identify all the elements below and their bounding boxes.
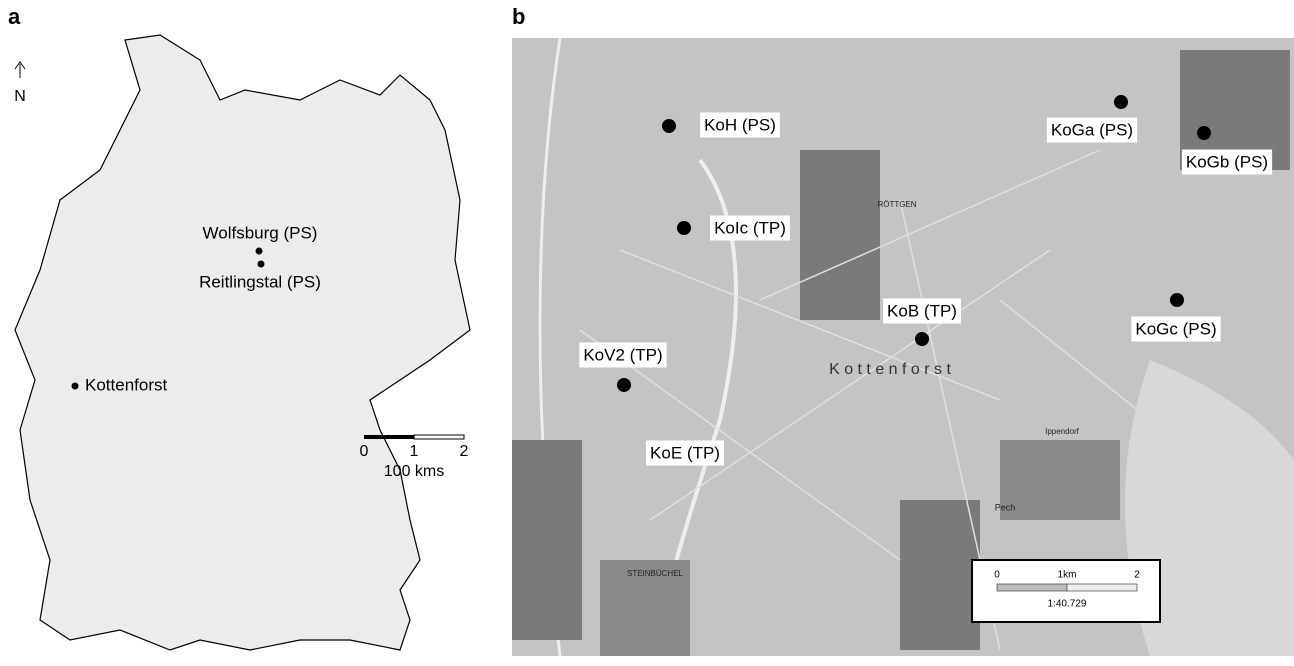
- town-area: [512, 440, 582, 640]
- site-label: KoGa (PS): [1051, 120, 1133, 139]
- scale-bar: [1067, 584, 1137, 591]
- panel-label: b: [512, 4, 525, 29]
- site-label: KoIc (TP): [714, 218, 786, 237]
- scale-tick: 2: [1134, 570, 1140, 581]
- scale-tick: 1km: [1058, 570, 1077, 581]
- site-dot: [617, 378, 631, 392]
- site-label: KoH (PS): [704, 115, 776, 134]
- scale-bar: [414, 435, 464, 439]
- town-area: [800, 150, 880, 320]
- scale-bar: [364, 435, 414, 439]
- scale-tick: 0: [994, 570, 1000, 581]
- place-label: Kottenforst: [85, 375, 167, 394]
- site-dot: [1114, 95, 1128, 109]
- scale-unit: 100 kms: [384, 463, 444, 480]
- scale-bar: [997, 584, 1067, 591]
- site-label: KoGb (PS): [1186, 152, 1268, 171]
- figure: a N Wolfsburg (PS) Reitlingstal (PS) Kot…: [0, 0, 1294, 661]
- site-label: KoB (TP): [887, 301, 957, 320]
- scale-ratio: 1:40.729: [1048, 599, 1087, 610]
- site-dot: [1197, 126, 1211, 140]
- place-name: Pech: [995, 502, 1016, 512]
- place-dot: [72, 383, 79, 390]
- site-dot: [662, 119, 676, 133]
- place-dot: [258, 261, 265, 268]
- place-label: Reitlingstal (PS): [199, 272, 321, 291]
- panel-label: a: [8, 4, 21, 29]
- place-name: STEINBÜCHEL: [627, 569, 684, 578]
- site-label: KoGc (PS): [1135, 319, 1216, 338]
- town-area: [1000, 440, 1120, 520]
- north-label: N: [14, 88, 26, 105]
- town-area: [900, 500, 980, 650]
- site-dot: [1170, 293, 1184, 307]
- place-label: Wolfsburg (PS): [203, 223, 318, 242]
- area-label: K o t t e n f o r s t: [829, 361, 951, 378]
- scale-tick: 2: [460, 443, 469, 460]
- scale-tick: 1: [410, 443, 419, 460]
- site-dot: [915, 332, 929, 346]
- place-name: RÖTTGEN: [877, 200, 916, 209]
- site-dot: [677, 221, 691, 235]
- scale-tick: 0: [360, 443, 369, 460]
- place-name: Ippendorf: [1045, 427, 1080, 436]
- site-label: KoE (TP): [650, 443, 720, 462]
- place-dot: [256, 248, 263, 255]
- site-label: KoV2 (TP): [583, 345, 662, 364]
